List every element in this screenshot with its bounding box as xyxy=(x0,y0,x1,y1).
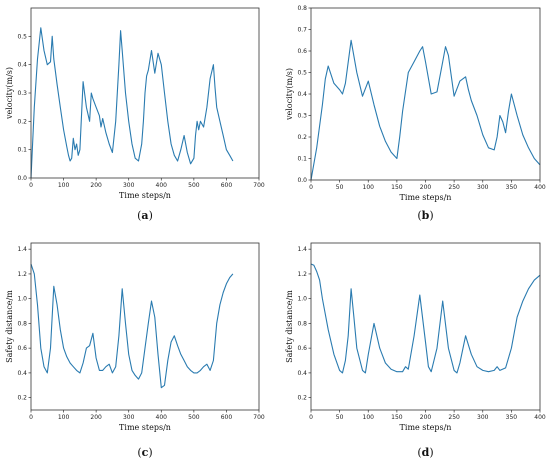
x-tick-label-d: 200 xyxy=(420,414,432,421)
y-tick-label-b: 0.6 xyxy=(297,48,307,55)
x-tick-label-c: 0 xyxy=(29,414,33,421)
x-tick-label-b: 250 xyxy=(448,184,460,191)
plot-frame-b xyxy=(310,7,541,181)
caption-c: (c) xyxy=(137,446,152,459)
y-tick-label-c: 1.4 xyxy=(17,246,27,253)
x-tick-label-c: 500 xyxy=(188,414,200,421)
x-tick-label-d: 250 xyxy=(448,414,460,421)
x-tick-label-d: 300 xyxy=(477,414,489,421)
y-tick-label-c: 1.2 xyxy=(17,271,27,278)
panel-c: 0 100 200 300 400 500 600 700 0.2 0.4 0.6 0.8 1.0 1.… xyxy=(5,242,265,459)
y-tick-label-d: 1.2 xyxy=(297,271,307,278)
panel-b: 0 50 100 150 200 250 300 350 400 0.0 0.1 0.2 0.3 0.4… xyxy=(285,5,546,222)
y-tick-label-b: 0.0 xyxy=(297,177,307,184)
series-line-b xyxy=(310,39,541,181)
y-tick-label-c: 1.0 xyxy=(17,296,27,303)
x-tick-label-b: 50 xyxy=(336,184,344,191)
y-tick-label-b: 0.1 xyxy=(297,156,307,163)
x-tick-label-a: 300 xyxy=(123,182,135,189)
caption-letter-d: d xyxy=(422,446,430,459)
y-tick-label-a: 0.2 xyxy=(17,118,27,125)
y-tick-label-c: 0.6 xyxy=(17,345,27,352)
x-tick-label-b: 400 xyxy=(534,184,546,191)
x-tick-label-a: 100 xyxy=(58,182,70,189)
caption-letter-b: b xyxy=(422,209,430,222)
y-tick-label-b: 0.4 xyxy=(297,91,307,98)
y-tick-label-d: 1.0 xyxy=(297,296,307,303)
y-tick-label-b: 0.3 xyxy=(297,113,307,120)
panel-d: 0 50 100 150 200 250 300 350 400 0.2 0.4 0.6 0.8 1.0… xyxy=(285,242,546,459)
x-tick-label-b: 350 xyxy=(506,184,518,191)
caption-a: (a) xyxy=(137,209,153,222)
series-line-d xyxy=(310,263,541,374)
x-tick-label-a: 500 xyxy=(188,182,200,189)
x-tick-label-c: 200 xyxy=(90,414,102,421)
x-tick-label-c: 400 xyxy=(156,414,168,421)
x-tick-label-d: 400 xyxy=(534,414,546,421)
caption-letter-c: c xyxy=(142,446,149,459)
x-axis-label-c: Time steps/n xyxy=(119,423,171,432)
y-tick-label-d: 0.8 xyxy=(297,320,307,327)
x-tick-label-a: 700 xyxy=(253,182,265,189)
x-axis-label-d: Time steps/n xyxy=(400,423,452,432)
x-tick-label-d: 0 xyxy=(309,414,313,421)
y-tick-label-b: 0.8 xyxy=(297,5,307,12)
y-tick-label-a: 0.0 xyxy=(17,175,27,182)
series-line-c xyxy=(30,263,234,389)
series-line-a xyxy=(30,27,234,179)
x-tick-label-d: 100 xyxy=(363,414,375,421)
x-axis-label-b: Time steps/n xyxy=(400,193,452,202)
x-tick-label-d: 150 xyxy=(391,414,403,421)
y-tick-label-d: 0.4 xyxy=(297,370,307,377)
plot-frame-d xyxy=(310,242,541,411)
x-tick-label-a: 0 xyxy=(29,182,33,189)
x-tick-label-a: 600 xyxy=(221,182,233,189)
x-tick-label-b: 150 xyxy=(391,184,403,191)
x-tick-label-d: 50 xyxy=(336,414,344,421)
x-tick-label-b: 100 xyxy=(363,184,375,191)
x-axis-label-a: Time steps/n xyxy=(119,191,171,200)
x-tick-label-b: 300 xyxy=(477,184,489,191)
y-tick-label-a: 0.3 xyxy=(17,90,27,97)
y-tick-label-b: 0.2 xyxy=(297,134,307,141)
caption-d: (d) xyxy=(417,446,433,459)
y-tick-label-b: 0.7 xyxy=(297,27,307,34)
y-tick-label-a: 0.1 xyxy=(17,147,27,154)
x-tick-label-c: 700 xyxy=(253,414,265,421)
y-axis-label-d: Safety distance/m xyxy=(285,290,294,363)
plot-frame-c xyxy=(30,242,260,411)
y-tick-label-d: 0.6 xyxy=(297,345,307,352)
y-tick-label-b: 0.5 xyxy=(297,70,307,77)
y-tick-label-a: 0.4 xyxy=(17,62,27,69)
caption-b: (b) xyxy=(417,209,433,222)
y-tick-label-d: 0.2 xyxy=(297,395,307,402)
x-tick-label-a: 200 xyxy=(90,182,102,189)
x-tick-label-c: 600 xyxy=(221,414,233,421)
y-axis-label-a: velocity(m/s) xyxy=(5,67,14,120)
x-tick-label-c: 100 xyxy=(58,414,70,421)
x-tick-label-b: 0 xyxy=(309,184,313,191)
x-tick-label-d: 350 xyxy=(506,414,518,421)
y-tick-label-c: 0.2 xyxy=(17,395,27,402)
y-tick-label-a: 0.5 xyxy=(17,33,27,40)
x-tick-label-a: 400 xyxy=(156,182,168,189)
caption-letter-a: a xyxy=(141,209,148,222)
y-axis-label-b: velocity(m/s) xyxy=(285,68,294,121)
x-tick-label-b: 200 xyxy=(420,184,432,191)
panel-a: 0 100 200 300 400 500 600 700 0.0 0.1 0.2 0.3 0.4 0.… xyxy=(5,7,265,222)
x-tick-label-c: 300 xyxy=(123,414,135,421)
y-axis-label-c: Safety distance/m xyxy=(5,290,14,363)
y-tick-label-c: 0.8 xyxy=(17,320,27,327)
y-tick-label-d: 1.4 xyxy=(297,246,307,253)
y-tick-label-c: 0.4 xyxy=(17,370,27,377)
